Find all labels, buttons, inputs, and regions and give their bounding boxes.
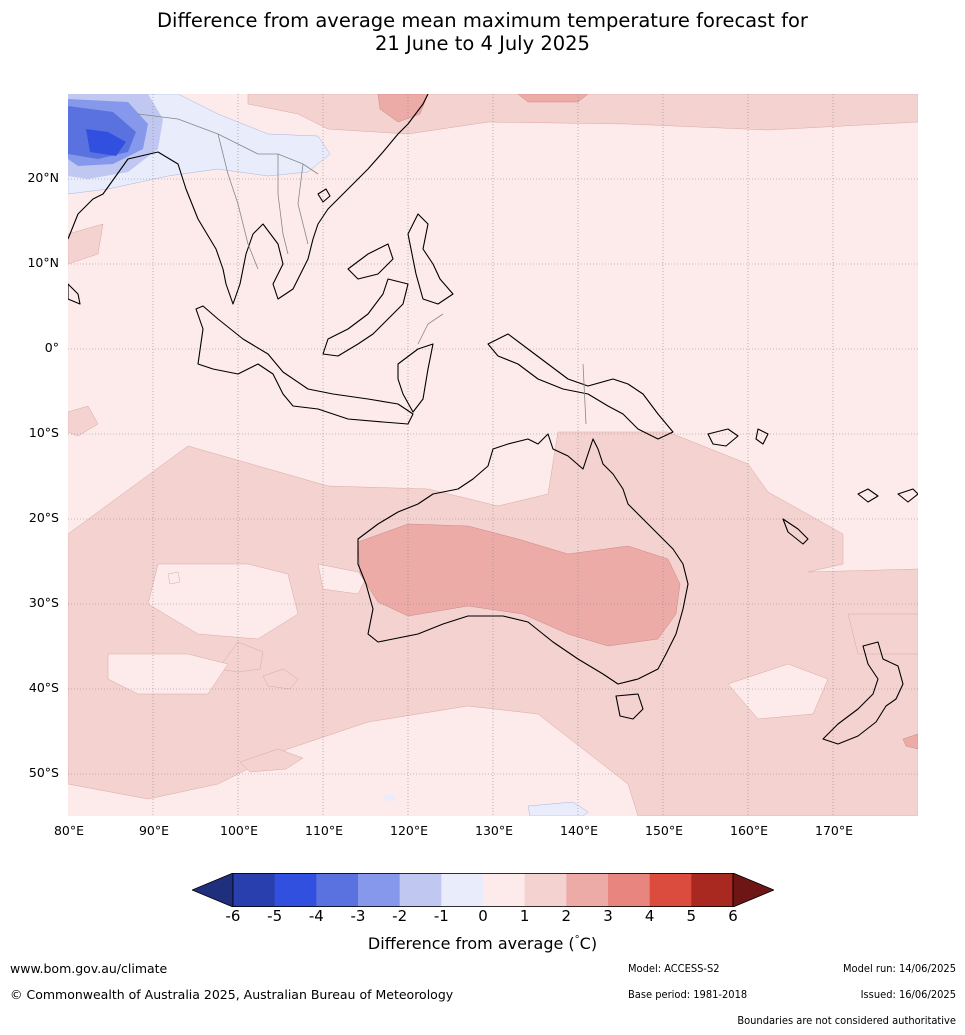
lat-label-20n: 20°N [27, 170, 59, 185]
colorbar [190, 872, 776, 908]
colorbar-tick-label: 4 [644, 907, 655, 925]
colorbar-tick-label: 6 [728, 907, 738, 925]
boundaries-disclaimer: Boundaries are not considered authoritat… [737, 1014, 956, 1027]
issued-date: Issued: 16/06/2025 [860, 988, 956, 1001]
colorbar-segment [233, 873, 276, 907]
colorbar-tick-label: 2 [561, 907, 572, 925]
anomaly-negative [68, 94, 589, 816]
base-period: Base period: 1981-2018 [628, 988, 748, 1001]
colorbar-tick-label: -4 [308, 907, 324, 925]
forecast-map [68, 94, 918, 816]
title-line-1: Difference from average mean maximum tem… [157, 9, 808, 32]
colorbar-segment [441, 873, 484, 907]
graticule [68, 94, 918, 816]
colorbar-segment [274, 873, 317, 907]
colorbar-tick-label: -5 [267, 907, 283, 925]
lon-label-170e: 170°E [814, 823, 854, 838]
colorbar-segment [483, 873, 526, 907]
lat-label-40s: 40°S [28, 680, 59, 695]
lon-label-100e: 100°E [219, 823, 259, 838]
lon-label-160e: 160°E [729, 823, 769, 838]
coastlines [68, 94, 918, 745]
map-canvas [68, 94, 918, 816]
colorbar-tick-label: 3 [603, 907, 613, 925]
anomaly-band-1-2 [68, 94, 918, 816]
model-name: Model: ACCESS-S2 [628, 962, 720, 975]
title-line-2: 21 June to 4 July 2025 [375, 32, 590, 55]
lon-label-80e: 80°E [53, 823, 85, 838]
colorbar-tick-label: -3 [350, 907, 366, 925]
colorbar-segment [691, 873, 734, 907]
colorbar-tick-label: 1 [519, 907, 530, 925]
colorbar-segment [399, 873, 442, 907]
anomaly-band-2-3 [357, 94, 918, 750]
colorbar-extend-low [190, 872, 234, 908]
lon-label-150e: 150°E [644, 823, 684, 838]
colorbar-tick-label: -1 [433, 907, 449, 925]
lat-label-50s: 50°S [28, 765, 59, 780]
colorbar-segment [358, 873, 401, 907]
lon-label-120e: 120°E [389, 823, 429, 838]
lon-label-90e: 90°E [138, 823, 170, 838]
map-title: Difference from average mean maximum tem… [0, 9, 965, 55]
colorbar-segment [524, 873, 567, 907]
colorbar-outline [232, 873, 734, 908]
lon-label-110e: 110°E [304, 823, 344, 838]
lat-label-10s: 10°S [28, 425, 59, 440]
colorbar-graphic [190, 872, 776, 908]
lat-label-0: 0° [44, 340, 59, 355]
website-link[interactable]: www.bom.gov.au/climate [10, 961, 168, 976]
colorbar-label: Difference from average (°C) [367, 934, 598, 953]
lon-label-140e: 140°E [559, 823, 599, 838]
colorbar-tick-label: -6 [225, 907, 241, 925]
anomaly-band-0-1 [107, 563, 829, 720]
copyright-notice: © Commonwealth of Australia 2025, Austra… [10, 987, 454, 1002]
colorbar-tick-label: 5 [686, 907, 697, 925]
lon-label-130e: 130°E [474, 823, 514, 838]
model-run-date: Model run: 14/06/2025 [843, 962, 956, 975]
colorbar-segment [649, 873, 692, 907]
country-borders [137, 113, 587, 425]
lat-label-10n: 10°N [27, 255, 59, 270]
colorbar-segment [316, 873, 359, 907]
colorbar-tick-label: -2 [392, 907, 408, 925]
lat-label-30s: 30°S [28, 595, 59, 610]
colorbar-segment [608, 873, 651, 907]
colorbar-segment [566, 873, 609, 907]
colorbar-extend-high [732, 872, 776, 908]
colorbar-tick-label: 0 [478, 907, 488, 925]
lat-label-20s: 20°S [28, 510, 59, 525]
